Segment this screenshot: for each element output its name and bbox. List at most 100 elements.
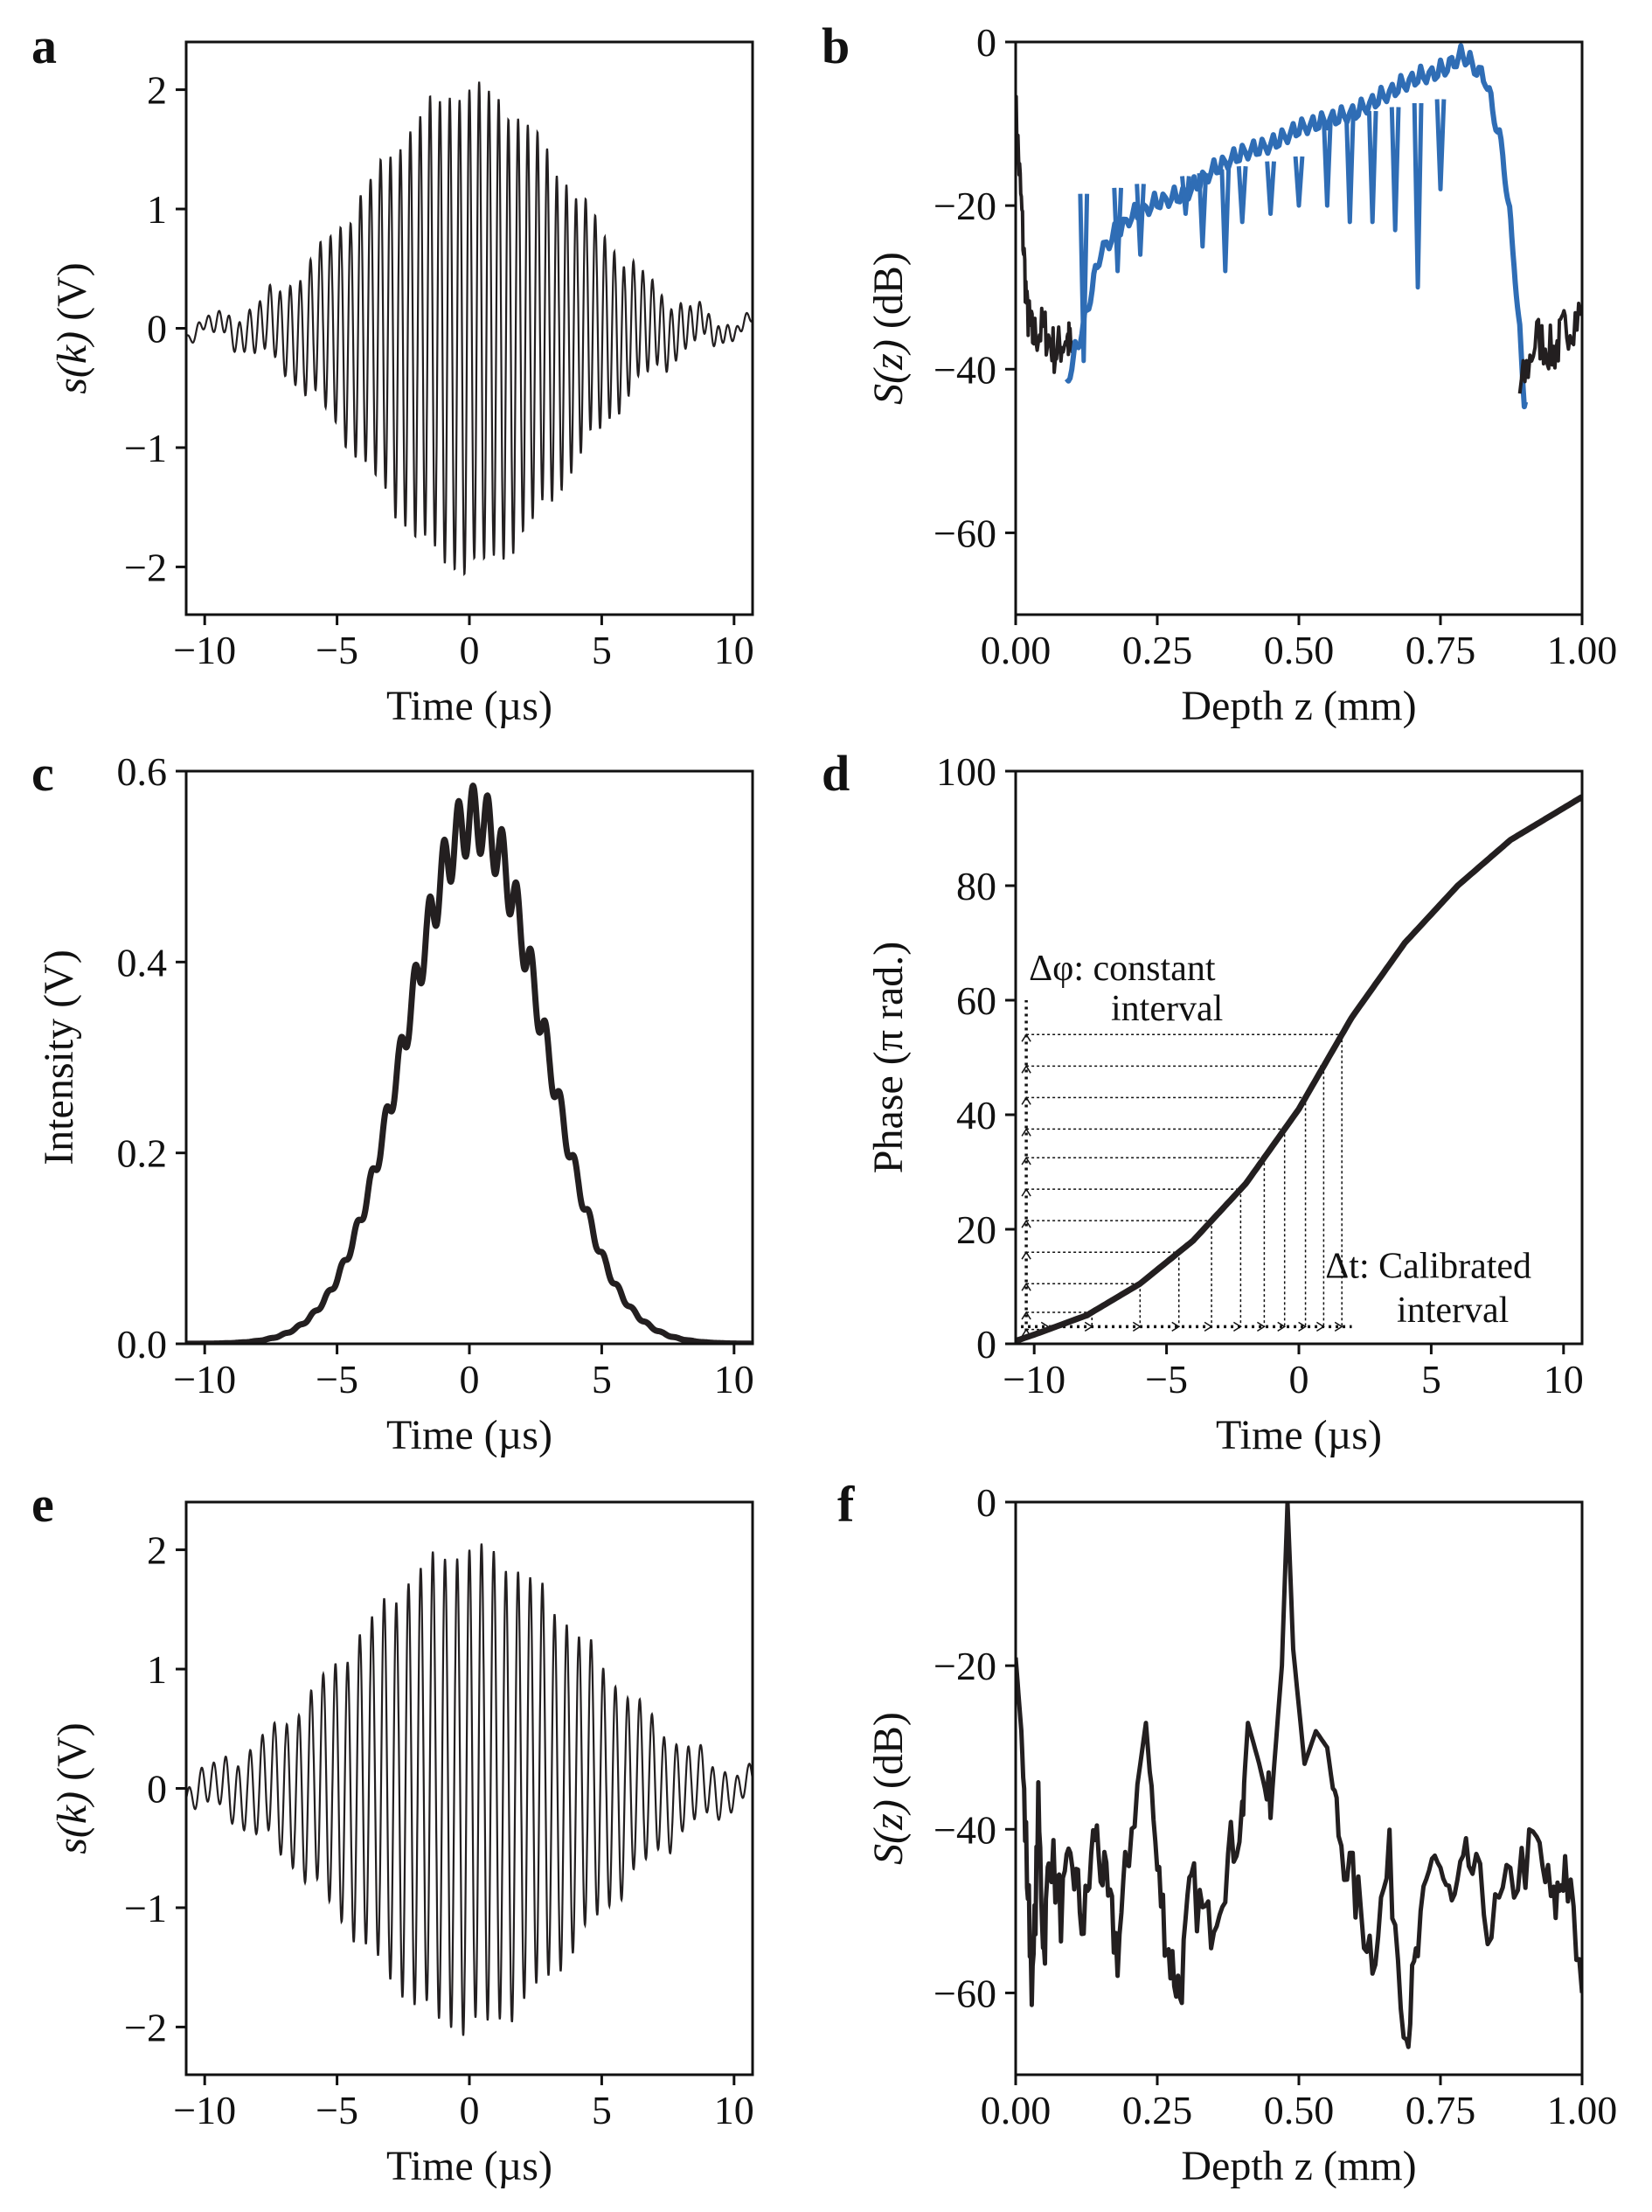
panel-d-phase-arrowhead xyxy=(1021,1156,1031,1165)
panel-b-dip xyxy=(1343,115,1356,225)
panel-letter-f: f xyxy=(837,1476,855,1533)
panel-b-dip xyxy=(1236,166,1248,225)
panel-e-xtick-label: −10 xyxy=(173,2088,236,2132)
panel-d-ylabel: Phase (π rad.) xyxy=(865,942,912,1173)
panel-d-annotation-dt-line2: interval xyxy=(1397,1290,1509,1331)
panel-b-xtick-label: 0.25 xyxy=(1122,628,1193,672)
panel-e-xtick-label: −5 xyxy=(316,2088,358,2132)
panel-c-ytick-label: 0.0 xyxy=(117,1322,168,1367)
panel-e-ylabel: s(k) (V) xyxy=(49,1722,95,1854)
panel-d-phase-arrowhead xyxy=(1021,1064,1031,1074)
panel-letter-a: a xyxy=(31,17,57,74)
panel-e-ytick-label: 0 xyxy=(147,1767,167,1812)
panel-b-noise-segment xyxy=(1016,94,1074,374)
panel-b-dip xyxy=(1265,161,1276,216)
panel-a-xtick-label: −10 xyxy=(173,628,236,672)
panel-e-ytick-label: 2 xyxy=(147,1528,167,1573)
panel-d-ytick-label: 20 xyxy=(956,1207,996,1252)
panel-b-dip xyxy=(1112,187,1123,274)
panel-c-xtick-label: 0 xyxy=(460,1357,480,1402)
panel-d-xtick-label: −5 xyxy=(1145,1357,1188,1402)
panel-a-ylabel-main: s(k) xyxy=(49,331,95,394)
panel-c-frame xyxy=(184,769,754,1346)
panel-b-xtick-label: 1.00 xyxy=(1547,628,1618,672)
panel-e-ytick-label: −2 xyxy=(124,2005,167,2049)
panel-a-ylabel-unit: (V) xyxy=(49,262,95,321)
panel-e-ytick-label: 1 xyxy=(147,1647,167,1692)
panel-c-ytick-label: 0.4 xyxy=(117,940,168,984)
panel-d-xtick-label: 0 xyxy=(1289,1357,1309,1402)
panel-b-dip xyxy=(1322,118,1333,208)
panel-b-dip xyxy=(1293,156,1305,208)
panel-e-xtick-label: 5 xyxy=(592,2088,612,2132)
panel-b-xtick-label: 0.50 xyxy=(1264,628,1335,672)
panel-letter-d: d xyxy=(822,745,850,802)
panel-d-ytick-label: 100 xyxy=(936,749,996,794)
panel-d-frame xyxy=(1014,769,1584,1346)
panel-b-ytick-label: −20 xyxy=(934,184,996,228)
panel-f-ylabel-unit: (dB) xyxy=(865,1712,912,1789)
panel-b-xtick-label: 0.75 xyxy=(1406,628,1476,672)
panel-e-ylabel-unit: (V) xyxy=(49,1722,95,1781)
panel-a-ytick-label: 2 xyxy=(147,68,167,113)
panel-a-ylabel: s(k) (V) xyxy=(49,262,95,394)
panel-b-dip xyxy=(1219,169,1232,274)
panel-b-dip xyxy=(1412,102,1424,290)
panel-e-ytick-label: −1 xyxy=(124,1886,167,1930)
panel-letter-e: e xyxy=(31,1476,54,1533)
panel-d-time-arrowhead xyxy=(1257,1321,1266,1332)
panel-f-xlabel: Depth z (mm) xyxy=(1181,2143,1416,2189)
panel-a-xtick-label: 0 xyxy=(460,628,480,672)
panel-f-axes: 0.00 0.25 0.50 0.75 1.00 0 −20 −40 −60 Depth z (m… xyxy=(865,1480,1617,2189)
panel-f-xtick-label: 0.50 xyxy=(1264,2088,1335,2132)
panel-b-dip xyxy=(1389,107,1401,233)
panel-d-phase-curve xyxy=(1016,794,1582,1344)
panel-d-time-arrowhead xyxy=(1298,1321,1307,1332)
panel-b-dip xyxy=(1197,172,1209,249)
panel-d-annotation-dt-line1: Δt: Calibrated xyxy=(1325,1247,1531,1287)
panel-d-ylabel-main: Phase (π rad.) xyxy=(865,942,912,1173)
panel-d-time-arrowhead xyxy=(1277,1321,1287,1332)
panel-d-annotation-dphi-line2: interval xyxy=(1111,989,1223,1029)
panel-a-ytick-label: −2 xyxy=(124,545,167,589)
panel-b-frame xyxy=(1014,40,1584,616)
panel-e-ylabel-main: s(k) xyxy=(49,1791,95,1854)
panel-c-ytick-label: 0.6 xyxy=(117,749,168,794)
panel-b-ytick-label: −60 xyxy=(934,511,996,555)
panel-letter-b: b xyxy=(822,17,850,74)
panel-f-ylabel-main: S(z) xyxy=(865,1799,912,1865)
panel-f-ytick-label: 0 xyxy=(976,1480,996,1525)
panel-a-xlabel: Time (µs) xyxy=(386,683,552,729)
panel-c-xlabel: Time (µs) xyxy=(386,1412,552,1458)
panel-f-spectrum-line xyxy=(1016,1502,1582,2049)
panel-f-xtick-label: 0.75 xyxy=(1406,2088,1476,2132)
panel-a-ytick-label: −1 xyxy=(124,426,167,470)
panel-f-ylabel: S(z) (dB) xyxy=(865,1712,912,1865)
panel-e-xlabel: Time (µs) xyxy=(386,2143,552,2189)
panel-a-frame xyxy=(184,40,754,616)
panel-a-ytick-label: 1 xyxy=(147,187,167,232)
panel-b-axes: 0.00 0.25 0.50 0.75 1.00 0 −20 −40 −60 Depth z (m… xyxy=(865,20,1617,729)
panel-c-axes: −10 −5 0 5 10 0.0 0.2 0.4 0.6 Time (µs) Intensity … xyxy=(36,749,754,1458)
panel-b-signal-segment xyxy=(1064,43,1529,410)
panel-b-ylabel-unit: (dB) xyxy=(865,252,912,329)
panel-b-xtick-label: 0.00 xyxy=(981,628,1052,672)
panel-d-phase-arrowhead xyxy=(1021,1096,1031,1105)
panel-c-ytick-label: 0.2 xyxy=(117,1131,168,1176)
panel-f-ytick-label: −20 xyxy=(934,1644,996,1688)
panel-c-xtick-label: −10 xyxy=(173,1357,236,1402)
panel-d-xtick-label: 10 xyxy=(1544,1357,1584,1402)
panel-b-ylabel-main: S(z) xyxy=(865,339,912,405)
panel-c-ylabel: Intensity (V) xyxy=(36,949,82,1165)
panel-d-phase-arrowhead xyxy=(1021,1282,1031,1291)
panel-e-frame xyxy=(184,1500,754,2076)
panel-c-xtick-label: 10 xyxy=(714,1357,754,1402)
panel-d-ytick-label: 40 xyxy=(956,1093,996,1137)
panel-d-time-arrowhead xyxy=(1171,1321,1181,1332)
panel-a-ytick-label: 0 xyxy=(147,307,167,351)
panel-a-signal-line xyxy=(186,81,753,576)
